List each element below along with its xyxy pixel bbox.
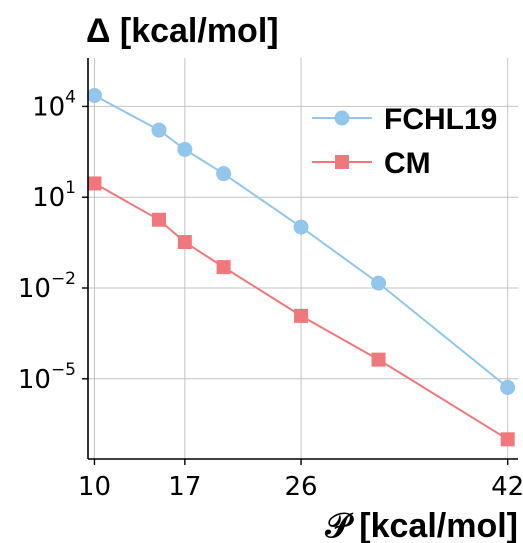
- y-tick-exponent: −5: [51, 360, 76, 380]
- series-layer: [86, 87, 516, 447]
- legend-label: CM: [384, 147, 431, 180]
- grid-lines: [88, 58, 518, 459]
- data-point: [152, 212, 167, 227]
- x-tick-label: 17: [168, 472, 201, 502]
- data-point: [177, 235, 192, 250]
- legend-marker: [335, 155, 349, 169]
- x-tick-label: 42: [491, 472, 523, 502]
- data-point: [151, 122, 167, 138]
- legend-marker: [334, 110, 350, 126]
- y-tick-base: 10: [18, 274, 51, 304]
- y-tick-exponent: −2: [51, 269, 76, 289]
- y-tick-base: 10: [32, 92, 65, 122]
- data-point: [500, 432, 515, 447]
- data-point: [293, 219, 309, 235]
- x-tick-label: 10: [78, 472, 111, 502]
- y-tick-base: 10: [18, 365, 51, 395]
- legend-label: FCHL19: [384, 103, 497, 136]
- legend: FCHL19 CM: [312, 103, 497, 180]
- y-tick-base: 10: [32, 183, 65, 213]
- x-tick-label: 26: [285, 472, 318, 502]
- data-point: [87, 176, 102, 191]
- data-point: [177, 141, 193, 157]
- data-point: [371, 275, 387, 291]
- data-point: [86, 87, 102, 103]
- data-point: [500, 379, 516, 395]
- y-tick-label: 101: [32, 178, 76, 213]
- y-tick-exponent: 4: [65, 87, 76, 107]
- y-tick-label: 104: [32, 87, 76, 122]
- chart-title: Δ [kcal/mol]: [86, 12, 279, 50]
- data-point: [216, 260, 231, 275]
- axes: [82, 58, 518, 465]
- x-axis-label: 𝒫 [kcal/mol]: [324, 507, 518, 543]
- y-tick-label: 10−5: [18, 360, 76, 395]
- y-tick-label: 10−2: [18, 269, 76, 304]
- data-point: [216, 166, 232, 182]
- y-tick-exponent: 1: [65, 178, 76, 198]
- data-point: [294, 308, 309, 323]
- data-point: [371, 352, 386, 367]
